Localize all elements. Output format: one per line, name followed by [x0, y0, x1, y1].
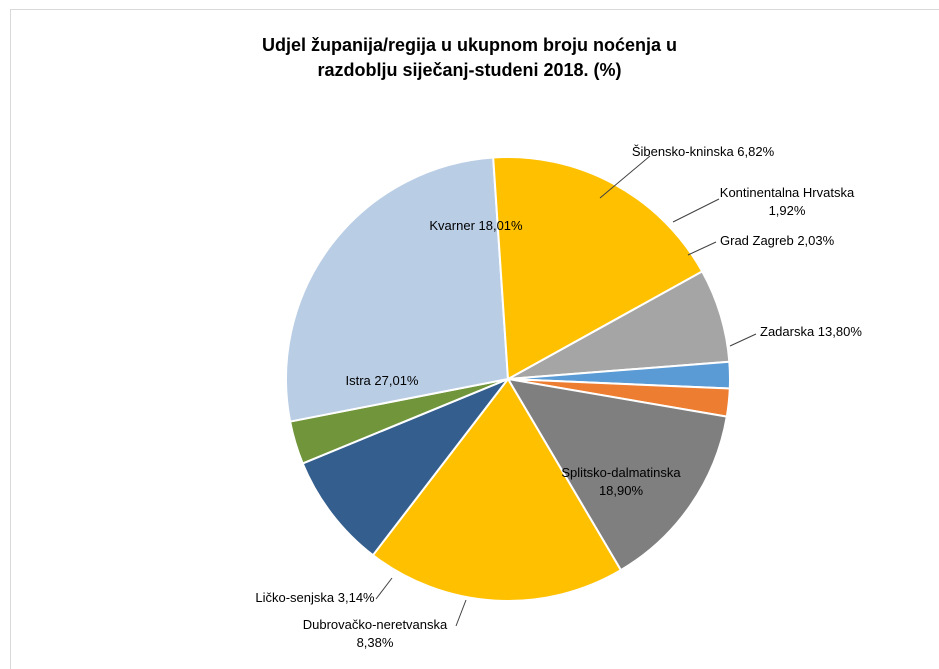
slice-label-line: Kvarner 18,01% [429, 218, 523, 233]
pie-chart: Šibensko-kninska 6,82% Kontinentalna Hrva… [255, 144, 862, 650]
pie-slice-istra [285, 156, 509, 423]
slice-label-2: Grad Zagreb 2,03% [720, 233, 835, 248]
slice-label-3: Zadarska 13,80% [760, 324, 862, 339]
slice-label-line: 18,90% [599, 483, 644, 498]
slice-label-line: 1,92% [769, 203, 806, 218]
leader-line-1 [672, 198, 720, 223]
slice-label-line: Zadarska 13,80% [760, 324, 862, 339]
leader-line-6 [375, 577, 393, 600]
leader-line-0 [599, 155, 651, 199]
slice-label-line: Dubrovačko-neretvanska [303, 617, 448, 632]
chart-title-line1: Udjel županija/regija u ukupnom broju no… [261, 35, 678, 55]
leader-line-2 [687, 241, 717, 256]
slice-label-6: Ličko-senjska 3,14% [255, 590, 375, 605]
pie-slice-kvarner [492, 156, 704, 380]
pie-slice-dubrovačko-neretvanska [301, 378, 509, 557]
leader-line-3 [729, 333, 757, 347]
leader-lines [375, 155, 757, 627]
slice-label-line: Kontinentalna Hrvatska [720, 185, 855, 200]
leader-line-5 [455, 599, 467, 627]
slice-label-line: Splitsko-dalmatinska [561, 465, 681, 480]
slice-label-7: Istra 27,01% [346, 373, 419, 388]
chart-title: Udjel županija/regija u ukupnom broju no… [0, 33, 939, 83]
slice-label-0: Šibensko-kninska 6,82% [632, 144, 775, 159]
pie-slice-zadarska [507, 378, 728, 572]
slice-label-4: Splitsko-dalmatinska 18,90% [561, 465, 681, 498]
slice-label-5: Dubrovačko-neretvanska 8,38% [303, 617, 448, 650]
chart-title-line2: razdoblju siječanj-studeni 2018. (%) [317, 60, 622, 80]
slice-label-line: Grad Zagreb 2,03% [720, 233, 835, 248]
slice-label-1: Kontinentalna Hrvatska 1,92% [720, 185, 855, 218]
slice-label-line: 8,38% [357, 635, 394, 650]
slice-labels: Šibensko-kninska 6,82% Kontinentalna Hrva… [255, 144, 862, 650]
slice-label-8: Kvarner 18,01% [429, 218, 523, 233]
slice-label-line: Istra 27,01% [346, 373, 419, 388]
slice-label-line: Šibensko-kninska 6,82% [632, 144, 775, 159]
pie-slice-splitsko-dalmatinska [371, 378, 622, 602]
pie-slices [285, 156, 731, 602]
chart-frame [10, 9, 939, 669]
slice-label-line: Ličko-senjska 3,14% [255, 590, 375, 605]
